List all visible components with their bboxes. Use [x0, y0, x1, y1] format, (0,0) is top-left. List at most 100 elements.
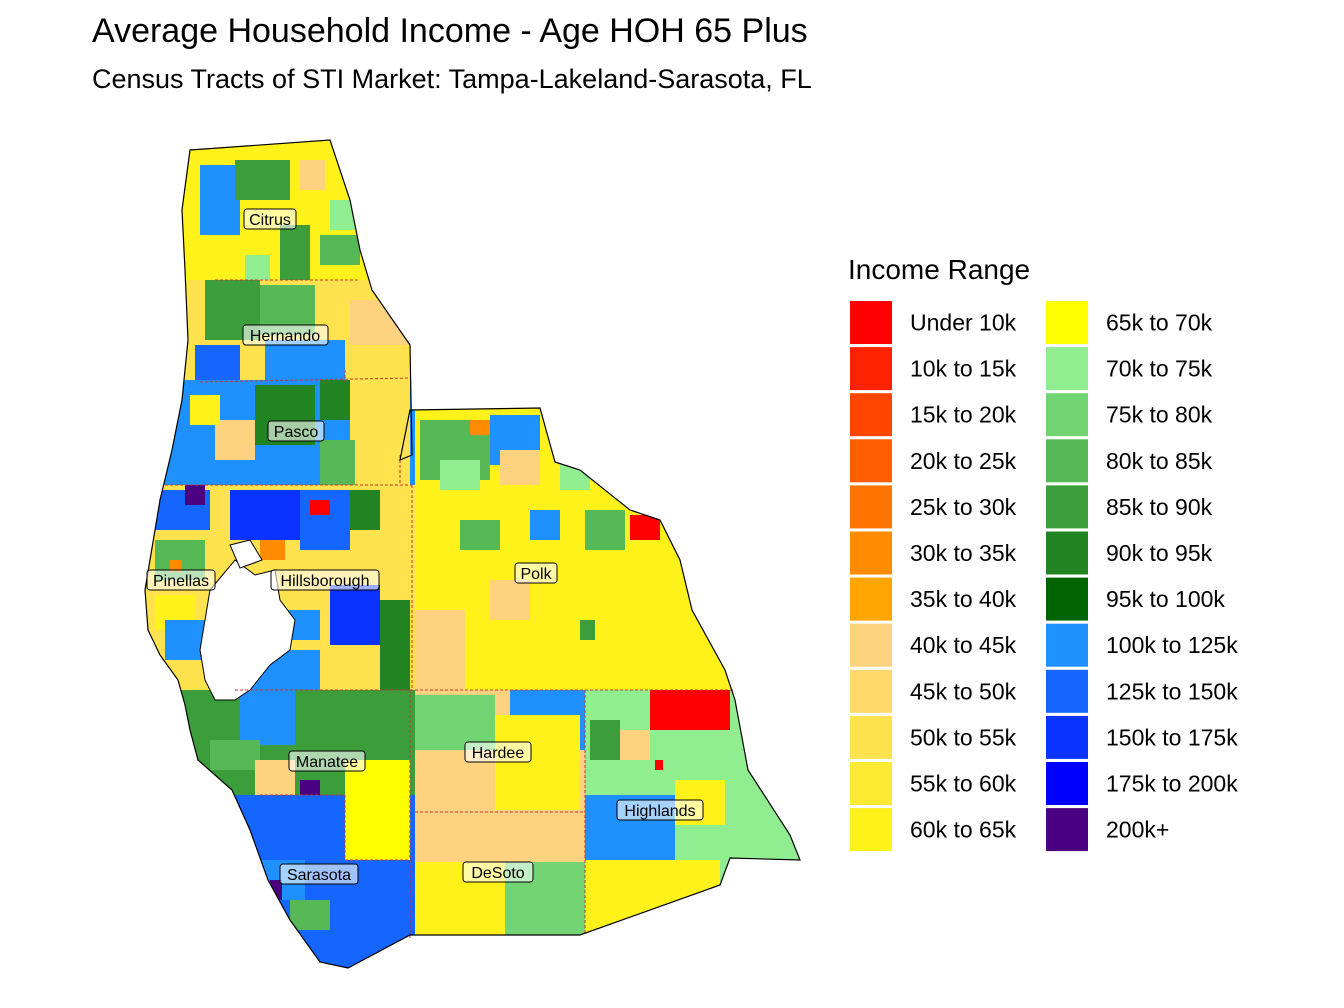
tract [320, 440, 355, 485]
legend-label: 45k to 50k [910, 678, 1017, 704]
svg-text:Pasco: Pasco [274, 424, 319, 441]
legend-label: 30k to 35k [910, 540, 1017, 566]
county-labels: Citrus Hernando Pasco Pinellas Hillsboro… [146, 208, 704, 885]
legend-swatch [850, 577, 892, 621]
legend-label: Under 10k [910, 310, 1017, 336]
tract [310, 500, 330, 515]
legend-label: 10k to 15k [910, 356, 1017, 382]
legend-swatch [850, 347, 892, 391]
tract [330, 585, 380, 645]
tract [265, 340, 345, 382]
legend-swatch [1046, 531, 1088, 575]
legend-swatch [1046, 347, 1088, 391]
legend-swatch [850, 485, 892, 529]
legend-swatch [1046, 715, 1088, 759]
county-label-desoto: DeSoto [462, 861, 534, 883]
tract [585, 860, 720, 940]
legend-label: 55k to 60k [910, 771, 1017, 797]
county-label-sarasota: Sarasota [279, 863, 359, 885]
tract [415, 610, 465, 690]
tract [650, 690, 730, 730]
legend-swatch [850, 623, 892, 667]
county-label-hernando: Hernando [242, 324, 329, 346]
svg-text:Highlands: Highlands [624, 803, 695, 820]
tract [500, 450, 540, 485]
tract [240, 690, 295, 745]
tract [300, 490, 350, 550]
tract [470, 420, 490, 435]
legend-label: 200k+ [1106, 817, 1169, 843]
legend-swatch [850, 531, 892, 575]
legend-swatch [850, 439, 892, 483]
legend-label: 15k to 20k [910, 402, 1017, 428]
tract [300, 160, 325, 190]
tract [460, 520, 500, 550]
svg-text:Citrus: Citrus [249, 212, 291, 229]
tract [350, 370, 410, 485]
tract [320, 235, 360, 265]
svg-text:Hardee: Hardee [472, 745, 525, 762]
legend-label: 85k to 90k [1106, 494, 1213, 520]
county-label-pasco: Pasco [267, 420, 325, 442]
legend-label: 40k to 45k [910, 632, 1017, 658]
tract [260, 540, 285, 560]
legend-label: 100k to 125k [1106, 632, 1238, 658]
tract [165, 620, 205, 660]
legend-swatch [1046, 762, 1088, 805]
legend-label: 25k to 30k [910, 494, 1017, 520]
legend: Under 10k 10k to 15k 15k to 20k 20k to 25k 2… [850, 301, 1238, 852]
tract [245, 255, 270, 280]
tract [230, 490, 300, 540]
tract [260, 800, 345, 860]
legend-label: 175k to 200k [1106, 771, 1238, 797]
tract [630, 515, 660, 540]
county-label-manatee: Manatee [288, 750, 366, 772]
legend-swatch [1046, 439, 1088, 483]
tract [440, 460, 480, 490]
county-label-hardee: Hardee [464, 741, 532, 763]
tract [655, 760, 663, 770]
tract [415, 812, 585, 862]
legend-swatch [1046, 623, 1088, 667]
legend-label: 50k to 55k [910, 724, 1017, 750]
tract [415, 695, 495, 750]
legend-swatch [850, 715, 892, 759]
county-label-polk: Polk [514, 562, 558, 584]
tract [320, 380, 355, 420]
bay-inlet [229, 539, 263, 569]
legend-label: 75k to 80k [1106, 402, 1213, 428]
legend-swatch [850, 393, 892, 437]
tract [530, 510, 560, 540]
svg-text:Sarasota: Sarasota [287, 867, 351, 884]
county-label-hillsborough: Hillsborough [270, 569, 380, 591]
tract [170, 560, 182, 572]
tract [300, 780, 320, 795]
legend-label: 65k to 70k [1106, 310, 1213, 336]
tract [345, 795, 410, 860]
county-label-pinellas: Pinellas [146, 569, 216, 591]
tract [350, 490, 380, 530]
svg-text:Hillsborough: Hillsborough [281, 573, 370, 590]
legend-label: 35k to 40k [910, 586, 1017, 612]
tract [350, 300, 410, 345]
county-boundaries [165, 279, 735, 940]
legend-label: 60k to 65k [910, 817, 1017, 843]
svg-text:Polk: Polk [520, 566, 552, 583]
legend-label: 20k to 25k [910, 448, 1017, 474]
legend-swatch [1046, 669, 1088, 713]
map-title: Average Household Income - Age HOH 65 Pl… [92, 12, 808, 50]
legend-label: 70k to 75k [1106, 356, 1213, 382]
legend-title: Income Range [848, 254, 1031, 285]
county-citrus-fill [145, 140, 415, 280]
legend-swatch [1046, 301, 1088, 344]
tract [190, 395, 220, 425]
legend-label: 80k to 85k [1106, 448, 1213, 474]
legend-swatch [1046, 393, 1088, 437]
tract [490, 580, 530, 620]
tract [255, 760, 295, 795]
tract [200, 165, 240, 235]
legend-label: 95k to 100k [1106, 586, 1225, 612]
legend-label: 150k to 175k [1106, 724, 1238, 750]
svg-text:Hernando: Hernando [250, 328, 320, 345]
